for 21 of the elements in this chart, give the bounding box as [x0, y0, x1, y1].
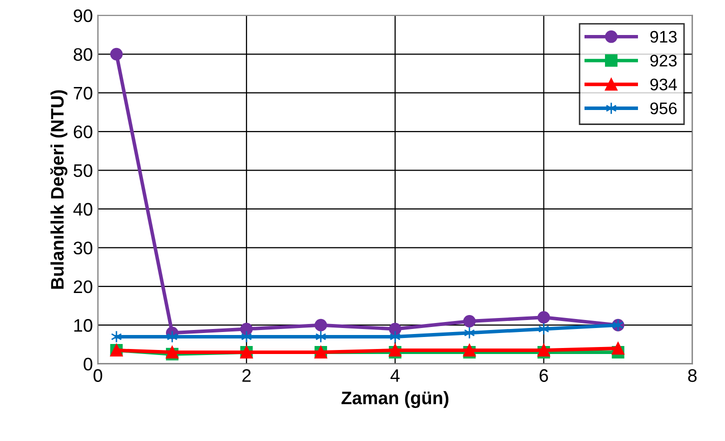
y-tick-label: 80	[74, 48, 92, 61]
x-tick-label: 6	[540, 369, 548, 382]
y-tick-label: 40	[73, 202, 92, 216]
legend-label: 956	[650, 102, 677, 114]
y-tick-label: 50	[74, 164, 92, 177]
y-tick-label: 20	[74, 280, 92, 294]
legend-label: 934	[650, 78, 677, 90]
x-tick-label: 4	[390, 369, 400, 382]
x-tick-label: 2	[242, 369, 251, 382]
x-tick-label: 8	[688, 369, 697, 382]
y-tick-label: 60	[74, 126, 92, 138]
y-tick-label: 0	[84, 358, 92, 371]
y-tick-label: 30	[74, 242, 92, 254]
y-tick-label: 10	[74, 319, 92, 332]
y-axis-title: Bulanıklık Değeri (NTU)	[50, 90, 68, 289]
legend-label: 913	[650, 30, 677, 43]
y-tick-label: 70	[74, 86, 92, 100]
y-tick-label: 90	[74, 9, 92, 22]
x-axis-title: Zaman (gün)	[342, 391, 448, 408]
x-tick-label: 0	[94, 369, 102, 382]
legend-label: 923	[650, 54, 677, 67]
